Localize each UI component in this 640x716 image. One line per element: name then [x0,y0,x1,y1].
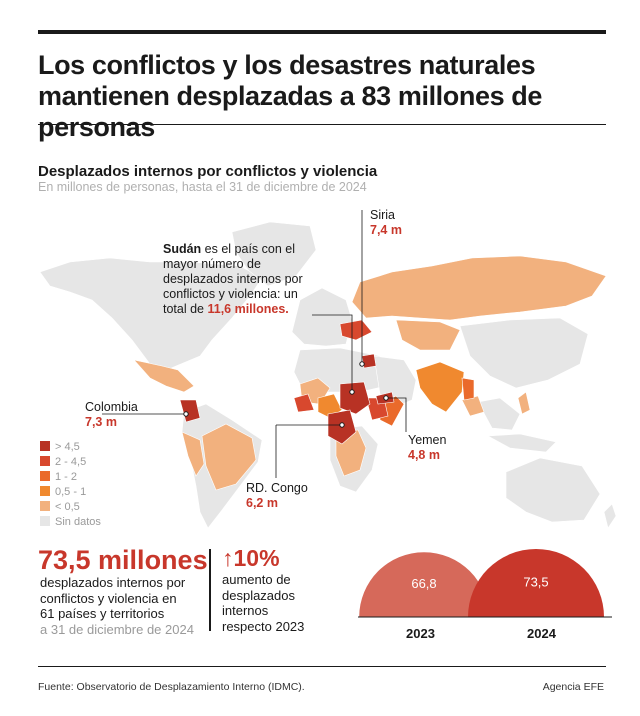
title-divider [38,124,606,125]
footer-divider [38,666,606,667]
source-note: Fuente: Observatorio de Desplazamiento I… [38,681,305,693]
legend-swatch [40,456,50,466]
yemen-value: 4,8 m [408,448,440,462]
credit: Agencia EFE [542,681,604,693]
comparison-chart: 66,8 73,5 [358,549,612,618]
colombia-marker [183,411,189,417]
sudan-marker [349,389,355,395]
legend-swatch [40,501,50,511]
legend-item: Sin datos [40,516,101,528]
colombia-name: Colombia [85,400,138,414]
siria-value: 7,4 m [370,223,402,237]
total-displaced-text: desplazados internos por conflictos y vi… [40,575,186,621]
yemen-marker [383,395,389,401]
congo-value: 6,2 m [246,496,278,510]
comparison-semicircle-2024 [468,549,604,617]
comparison-semicircle-2023 [359,552,489,617]
land-0-5-to-1 [317,361,465,419]
callout-yemen: Yemen 4,8 m [408,433,446,463]
sudan-value: 11,6 millones. [207,302,289,316]
total-displaced-date: a 31 de diciembre de 2024 [40,622,194,637]
yemen-name: Yemen [408,433,447,447]
legend-swatch [40,516,50,526]
syria-marker [359,361,365,367]
legend-item: < 0,5 [40,501,80,513]
legend-item: > 4,5 [40,441,80,453]
increase-value: ↑10% [222,545,280,571]
congo-marker [339,422,345,428]
callout-siria: Siria 7,4 m [370,208,402,238]
comparison-value-label: 73,5 [523,574,548,589]
legend-item: 2 - 4,5 [40,456,86,468]
legend-item: 1 - 2 [40,471,77,483]
year-2023-label: 2023 [406,626,435,641]
year-2024-label: 2024 [527,626,556,641]
callout-lines [102,210,407,478]
increase-text: aumento de desplazados internos respecto… [222,572,305,634]
congo-name: RD. Congo [246,481,308,495]
top-bar [38,30,606,34]
legend-swatch [40,486,50,496]
legend-item: 0,5 - 1 [40,486,86,498]
stat-divider [209,549,211,631]
comparison-value-label: 66,8 [411,576,436,591]
callout-dots [183,361,389,428]
callout-sudan: Sudán es el país con el mayor número de … [163,242,323,317]
page-title: Los conflictos y los desastres naturales… [38,50,542,142]
sudan-name: Sudán [163,242,202,256]
map-title: Desplazados internos por conflictos y vi… [38,163,378,180]
world-map [39,210,617,529]
legend-swatch [40,441,50,451]
total-displaced-value: 73,5 millones [38,545,208,575]
sudan-text: es el país con el mayor número de despla… [163,242,303,316]
callout-congo: RD. Congo 6,2 m [246,481,308,511]
land-1-to-2 [379,377,475,427]
colombia-value: 7,3 m [85,415,117,429]
legend-swatch [40,471,50,481]
callout-colombia: Colombia 7,3 m [85,400,138,430]
siria-name: Siria [370,208,396,222]
map-subtitle: En millones de personas, hasta el 31 de … [38,180,367,194]
